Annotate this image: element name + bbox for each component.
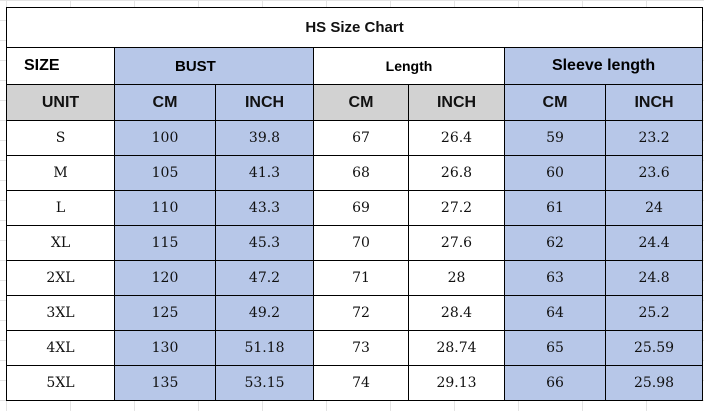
size-cell: M	[6, 155, 115, 191]
table-row: L 110 43.3 69 27.2 61 24	[6, 190, 704, 226]
bust-cm-cell: 125	[114, 295, 216, 331]
table-row: 4XL 130 51.18 73 28.74 65 25.59	[6, 330, 704, 366]
length-cm-cell: 74	[313, 365, 409, 401]
bust-cm-cell: 100	[114, 120, 216, 156]
bust-cm-cell: 110	[114, 190, 216, 226]
size-cell: L	[6, 190, 115, 226]
bust-inch-cell: 53.15	[215, 365, 314, 401]
sleeve-inch-cell: 24.8	[604, 260, 704, 296]
size-cell: 2XL	[6, 260, 115, 296]
table-row: M 105 41.3 68 26.8 60 23.6	[6, 155, 704, 191]
table-row: 3XL 125 49.2 72 28.4 64 25.2	[6, 295, 704, 331]
sleeve-cm-unit: CM	[504, 84, 606, 121]
group-header-row: SIZE BUST Length Sleeve length	[6, 47, 704, 85]
length-inch-cell: 26.8	[408, 155, 505, 191]
bust-inch-cell: 41.3	[215, 155, 314, 191]
chart-title: HS Size Chart	[5, 7, 704, 48]
bust-cm-cell: 115	[114, 225, 216, 261]
length-cm-cell: 70	[313, 225, 409, 261]
sleeve-header: Sleeve length	[503, 47, 704, 85]
length-inch-cell: 28	[408, 260, 505, 296]
length-cm-cell: 67	[313, 120, 409, 156]
size-cell: 3XL	[6, 295, 115, 331]
unit-row: UNIT CM INCH CM INCH CM INCH	[6, 84, 704, 121]
bust-inch-cell: 39.8	[215, 120, 314, 156]
unit-label: UNIT	[6, 84, 115, 121]
size-cell: 4XL	[6, 330, 115, 366]
length-inch-cell: 28.4	[408, 295, 505, 331]
length-cm-cell: 73	[313, 330, 409, 366]
sleeve-inch-cell: 23.2	[604, 120, 704, 156]
length-inch-cell: 28.74	[408, 330, 505, 366]
table-row: XL 115 45.3 70 27.6 62 24.4	[6, 225, 704, 261]
sleeve-inch-cell: 25.59	[604, 330, 704, 366]
bust-cm-cell: 105	[114, 155, 216, 191]
length-cm-cell: 72	[313, 295, 409, 331]
size-cell: 5XL	[6, 365, 115, 401]
bust-inch-cell: 47.2	[215, 260, 314, 296]
sleeve-inch-cell: 25.2	[604, 295, 704, 331]
length-cm-unit: CM	[313, 84, 409, 121]
length-inch-cell: 29.13	[408, 365, 505, 401]
sleeve-inch-cell: 24.4	[604, 225, 704, 261]
length-cm-cell: 69	[313, 190, 409, 226]
size-header: SIZE	[6, 47, 115, 85]
sleeve-cm-cell: 64	[504, 295, 606, 331]
length-header: Length	[313, 47, 505, 85]
bust-cm-cell: 135	[114, 365, 216, 401]
sleeve-inch-cell: 25.98	[604, 365, 704, 401]
bust-cm-cell: 120	[114, 260, 216, 296]
sleeve-cm-cell: 63	[504, 260, 606, 296]
length-inch-unit: INCH	[408, 84, 505, 121]
bust-inch-cell: 45.3	[215, 225, 314, 261]
bust-inch-cell: 49.2	[215, 295, 314, 331]
sleeve-cm-cell: 60	[504, 155, 606, 191]
sleeve-inch-cell: 23.6	[604, 155, 704, 191]
sleeve-cm-cell: 59	[504, 120, 606, 156]
sleeve-cm-cell: 66	[504, 365, 606, 401]
table-row: 2XL 120 47.2 71 28 63 24.8	[6, 260, 704, 296]
bust-inch-cell: 51.18	[215, 330, 314, 366]
bust-cm-unit: CM	[114, 84, 216, 121]
title-row: HS Size Chart	[5, 7, 704, 48]
bust-header: BUST	[114, 47, 314, 85]
sleeve-inch-cell: 24	[604, 190, 704, 226]
size-cell: XL	[6, 225, 115, 261]
sleeve-cm-cell: 61	[504, 190, 606, 226]
bust-inch-unit: INCH	[215, 84, 314, 121]
length-cm-cell: 68	[313, 155, 409, 191]
sleeve-cm-cell: 65	[504, 330, 606, 366]
bust-cm-cell: 130	[114, 330, 216, 366]
length-inch-cell: 27.2	[408, 190, 505, 226]
sleeve-cm-cell: 62	[504, 225, 606, 261]
bust-inch-cell: 43.3	[215, 190, 314, 226]
table-row: 5XL 135 53.15 74 29.13 66 25.98	[6, 365, 704, 401]
size-cell: S	[6, 120, 115, 156]
table-row: S 100 39.8 67 26.4 59 23.2	[6, 120, 704, 156]
size-chart-table: HS Size Chart SIZE BUST Length Sleeve le…	[5, 7, 704, 401]
length-cm-cell: 71	[313, 260, 409, 296]
length-inch-cell: 26.4	[408, 120, 505, 156]
sleeve-inch-unit: INCH	[604, 84, 704, 121]
length-inch-cell: 27.6	[408, 225, 505, 261]
